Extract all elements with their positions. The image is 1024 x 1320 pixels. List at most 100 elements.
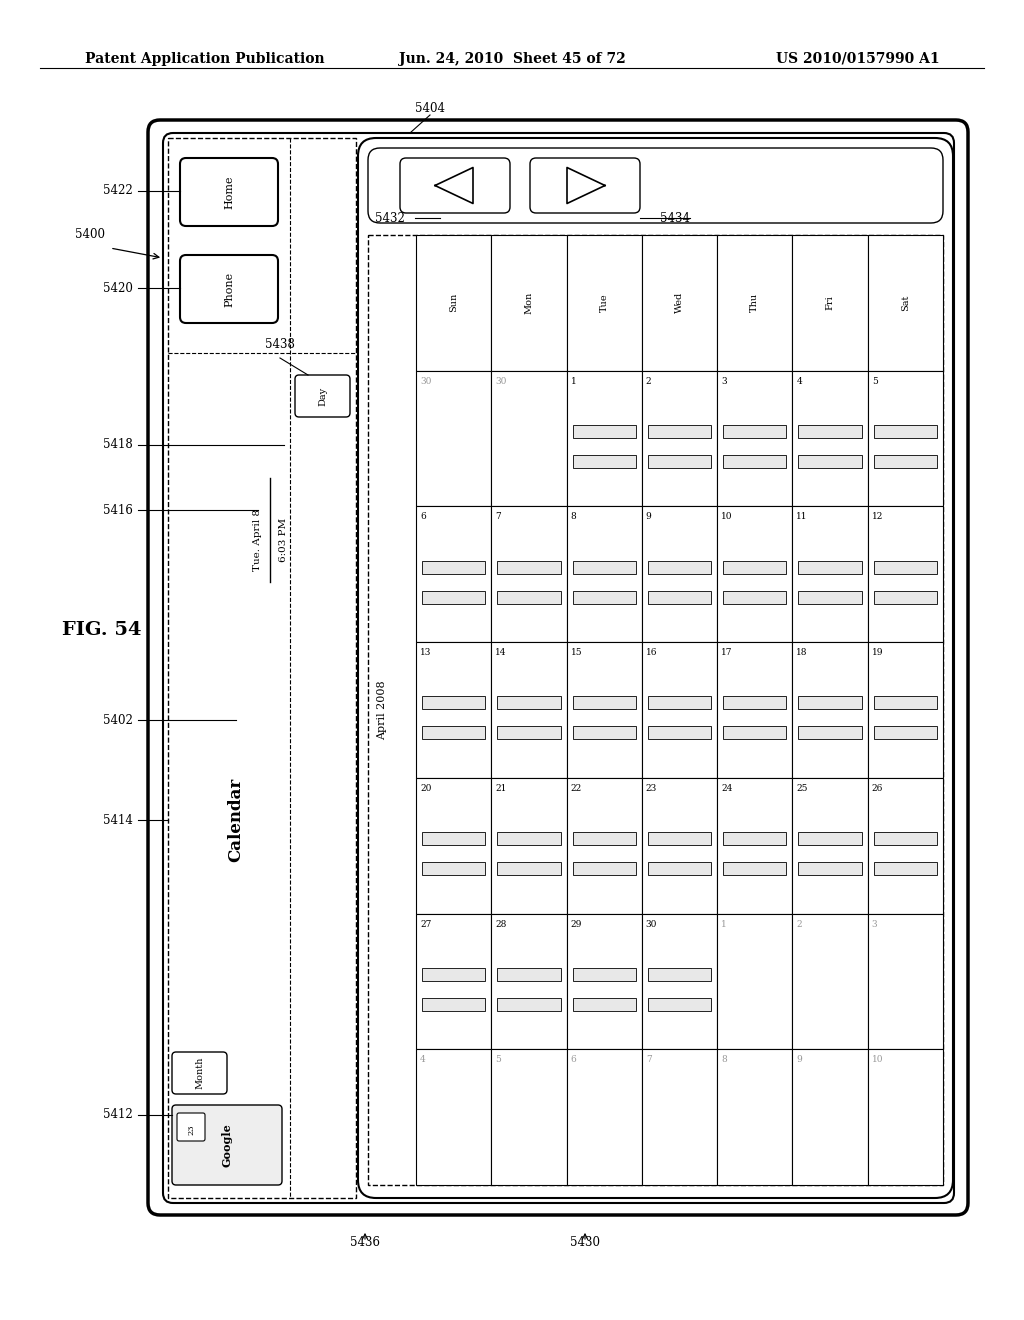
Text: 28: 28 [496, 920, 507, 928]
Bar [572, 455, 636, 467]
Bar [648, 697, 711, 709]
Text: 13: 13 [420, 648, 431, 657]
Bar [723, 425, 786, 438]
Bar [566, 913, 642, 1049]
Bar [642, 1049, 717, 1185]
FancyBboxPatch shape [358, 139, 953, 1199]
Bar [492, 913, 566, 1049]
Bar [799, 697, 862, 709]
Bar [648, 455, 711, 467]
Bar [422, 998, 485, 1011]
Bar [723, 832, 786, 845]
Text: Mon: Mon [524, 292, 534, 314]
Text: 16: 16 [646, 648, 657, 657]
Bar [799, 590, 862, 603]
Bar [648, 832, 711, 845]
Bar [498, 998, 560, 1011]
Bar [723, 590, 786, 603]
Bar [642, 371, 717, 507]
Bar [723, 862, 786, 875]
Text: 18: 18 [797, 648, 808, 657]
Text: 5: 5 [871, 376, 878, 385]
Text: 29: 29 [570, 920, 582, 928]
Bar [793, 642, 867, 777]
Bar [492, 235, 566, 371]
Text: 5434: 5434 [660, 211, 690, 224]
Text: 5404: 5404 [415, 102, 445, 115]
Text: 1: 1 [570, 376, 577, 385]
Text: Patent Application Publication: Patent Application Publication [85, 51, 325, 66]
Text: 5432: 5432 [375, 211, 404, 224]
Bar [572, 697, 636, 709]
Text: 5420: 5420 [103, 281, 133, 294]
Text: Month: Month [195, 1057, 204, 1089]
Bar [799, 862, 862, 875]
Bar [723, 455, 786, 467]
Bar [793, 235, 867, 371]
Bar [572, 561, 636, 574]
Bar [572, 862, 636, 875]
Bar [717, 235, 793, 371]
Text: 8: 8 [570, 512, 577, 521]
Bar [648, 998, 711, 1011]
Bar [422, 832, 485, 845]
Bar [793, 1049, 867, 1185]
Text: Google: Google [221, 1123, 232, 1167]
Bar [873, 697, 937, 709]
Text: 2: 2 [797, 920, 802, 928]
Bar [873, 726, 937, 739]
Bar [566, 371, 642, 507]
Bar [416, 1049, 492, 1185]
Bar [642, 235, 717, 371]
Text: 5412: 5412 [103, 1109, 133, 1122]
Text: 26: 26 [871, 784, 883, 793]
Text: 6: 6 [420, 512, 426, 521]
Bar [498, 590, 560, 603]
Bar [717, 913, 793, 1049]
Bar [648, 561, 711, 574]
Bar [717, 371, 793, 507]
Bar [723, 697, 786, 709]
Text: US 2010/0157990 A1: US 2010/0157990 A1 [776, 51, 940, 66]
Text: 22: 22 [570, 784, 582, 793]
Bar [422, 697, 485, 709]
Text: 19: 19 [871, 648, 884, 657]
Bar [168, 139, 356, 1199]
FancyBboxPatch shape [400, 158, 510, 213]
Bar [566, 235, 642, 371]
Bar [648, 862, 711, 875]
Bar [648, 590, 711, 603]
Text: 20: 20 [420, 784, 431, 793]
Text: 5402: 5402 [103, 714, 133, 726]
Bar [867, 913, 943, 1049]
Text: 25: 25 [797, 784, 808, 793]
Bar [416, 507, 492, 642]
Bar [648, 726, 711, 739]
Bar [422, 561, 485, 574]
FancyBboxPatch shape [172, 1052, 227, 1094]
Bar [793, 777, 867, 913]
Text: 4: 4 [420, 1055, 426, 1064]
Bar [723, 726, 786, 739]
Bar [873, 590, 937, 603]
Text: 17: 17 [721, 648, 732, 657]
Text: 5422: 5422 [103, 185, 133, 198]
Bar [566, 642, 642, 777]
Polygon shape [567, 168, 605, 203]
Bar [873, 425, 937, 438]
Text: 5: 5 [496, 1055, 501, 1064]
Bar [867, 1049, 943, 1185]
Bar [566, 777, 642, 913]
Bar [642, 913, 717, 1049]
Bar [867, 371, 943, 507]
Bar [492, 507, 566, 642]
Bar [648, 968, 711, 981]
Bar [422, 862, 485, 875]
Bar [867, 777, 943, 913]
FancyBboxPatch shape [530, 158, 640, 213]
Bar [793, 913, 867, 1049]
Bar [422, 968, 485, 981]
Text: 12: 12 [871, 512, 883, 521]
Text: 21: 21 [496, 784, 507, 793]
FancyBboxPatch shape [295, 375, 350, 417]
